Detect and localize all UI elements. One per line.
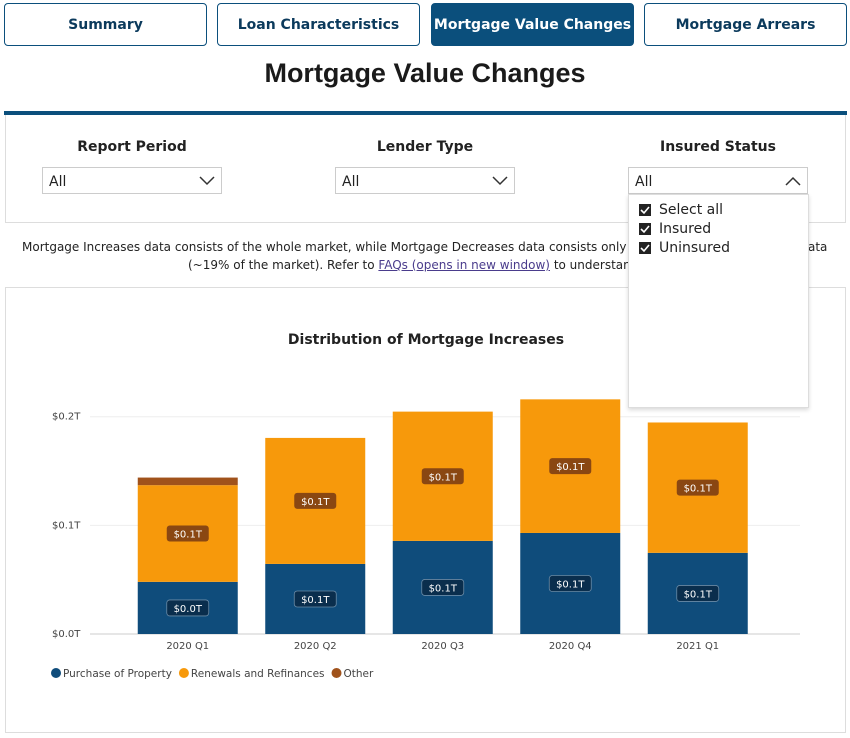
- chevron: [785, 176, 801, 186]
- filter-label: Report Period: [77, 139, 187, 155]
- value-label: $0.1T: [556, 579, 585, 590]
- option-label: Uninsured: [659, 239, 730, 256]
- dropdown[interactable]: All: [42, 167, 222, 194]
- faq-link[interactable]: FAQs (opens in new window): [378, 258, 550, 272]
- filter-panel: [5, 115, 846, 223]
- title-rule: [4, 111, 847, 115]
- value-label-bg: [293, 590, 337, 608]
- value-label-bg: [166, 525, 209, 542]
- legend-swatch: [178, 668, 189, 678]
- filter-label: Insured Status: [660, 139, 776, 155]
- checkbox[interactable]: [639, 241, 651, 254]
- check-path: [640, 243, 650, 252]
- value-label: $0.1T: [684, 589, 713, 600]
- value-label-bg: [294, 492, 337, 509]
- check-path: [640, 224, 650, 233]
- y-tick-label: $0.0T: [52, 629, 81, 640]
- chevron-path: [785, 176, 801, 186]
- value-label: $0.1T: [174, 530, 203, 541]
- check: [640, 205, 650, 214]
- value-label-bg: [676, 479, 719, 496]
- notice-text: (~19% of the market). Refer to: [188, 258, 379, 272]
- dropdown-option[interactable]: Uninsured: [639, 238, 808, 257]
- value-label: $0.1T: [684, 484, 713, 495]
- legend-label: Purchase of Property: [63, 668, 172, 680]
- value-label: $0.1T: [429, 472, 458, 483]
- bar-segment: [137, 477, 238, 486]
- nav-tab[interactable]: Mortgage Arrears: [644, 3, 847, 46]
- legend-swatch: [51, 668, 61, 678]
- y-tick-label: $0.1T: [52, 520, 81, 531]
- chevron-path: [199, 176, 215, 186]
- option-label: Select all: [659, 201, 723, 218]
- value-label: $0.1T: [556, 462, 585, 473]
- check: [640, 243, 650, 252]
- value-label: $0.1T: [429, 583, 458, 594]
- nav-tab[interactable]: Mortgage Value Changes: [431, 3, 634, 46]
- check-path: [640, 205, 650, 214]
- chevron: [492, 176, 508, 186]
- chart-panel: [5, 287, 846, 733]
- checkbox[interactable]: [639, 203, 651, 216]
- legend-swatch: [331, 668, 342, 678]
- x-tick-label: 2020 Q3: [421, 641, 464, 652]
- value-label-bg: [421, 579, 465, 596]
- chevron-path: [492, 176, 508, 186]
- x-tick-label: 2020 Q2: [294, 641, 337, 652]
- value-label-bg: [421, 468, 464, 485]
- value-label: $0.0T: [174, 604, 203, 615]
- dropdown[interactable]: All: [335, 167, 515, 194]
- dropdown-option[interactable]: Insured: [639, 219, 808, 238]
- value-label: $0.1T: [301, 497, 330, 508]
- page-title: Mortgage Value Changes: [264, 58, 586, 88]
- filter-label: Lender Type: [376, 139, 474, 155]
- checkbox[interactable]: [639, 222, 651, 235]
- nav-tab[interactable]: Loan Characteristics: [217, 3, 420, 46]
- dropdown-list: Select all Insured Uninsured: [628, 194, 809, 408]
- check: [640, 224, 650, 233]
- legend-label: Other: [344, 668, 374, 680]
- x-tick-label: 2021 Q1: [676, 641, 719, 652]
- option-label: Insured: [659, 220, 712, 237]
- chart-title: Distribution of Mortgage Increases: [288, 332, 564, 348]
- dropdown-option[interactable]: Select all: [639, 200, 808, 219]
- nav-tab[interactable]: Summary: [4, 3, 207, 46]
- x-tick-label: 2020 Q1: [166, 641, 209, 652]
- y-tick-label: $0.2T: [52, 412, 81, 423]
- value-label: $0.1T: [301, 595, 330, 606]
- legend-label: Renewals and Refinances: [191, 668, 325, 680]
- notice-text: ata: [808, 240, 828, 254]
- notice-text: Mortgage Increases data consists of the …: [22, 240, 698, 254]
- value-label-bg: [166, 599, 210, 617]
- value-label-bg: [676, 585, 720, 602]
- value-label-bg: [548, 575, 592, 592]
- value-label-bg: [549, 458, 592, 475]
- dropdown[interactable]: All: [628, 167, 808, 194]
- x-tick-label: 2020 Q4: [549, 641, 592, 652]
- chevron: [199, 176, 215, 186]
